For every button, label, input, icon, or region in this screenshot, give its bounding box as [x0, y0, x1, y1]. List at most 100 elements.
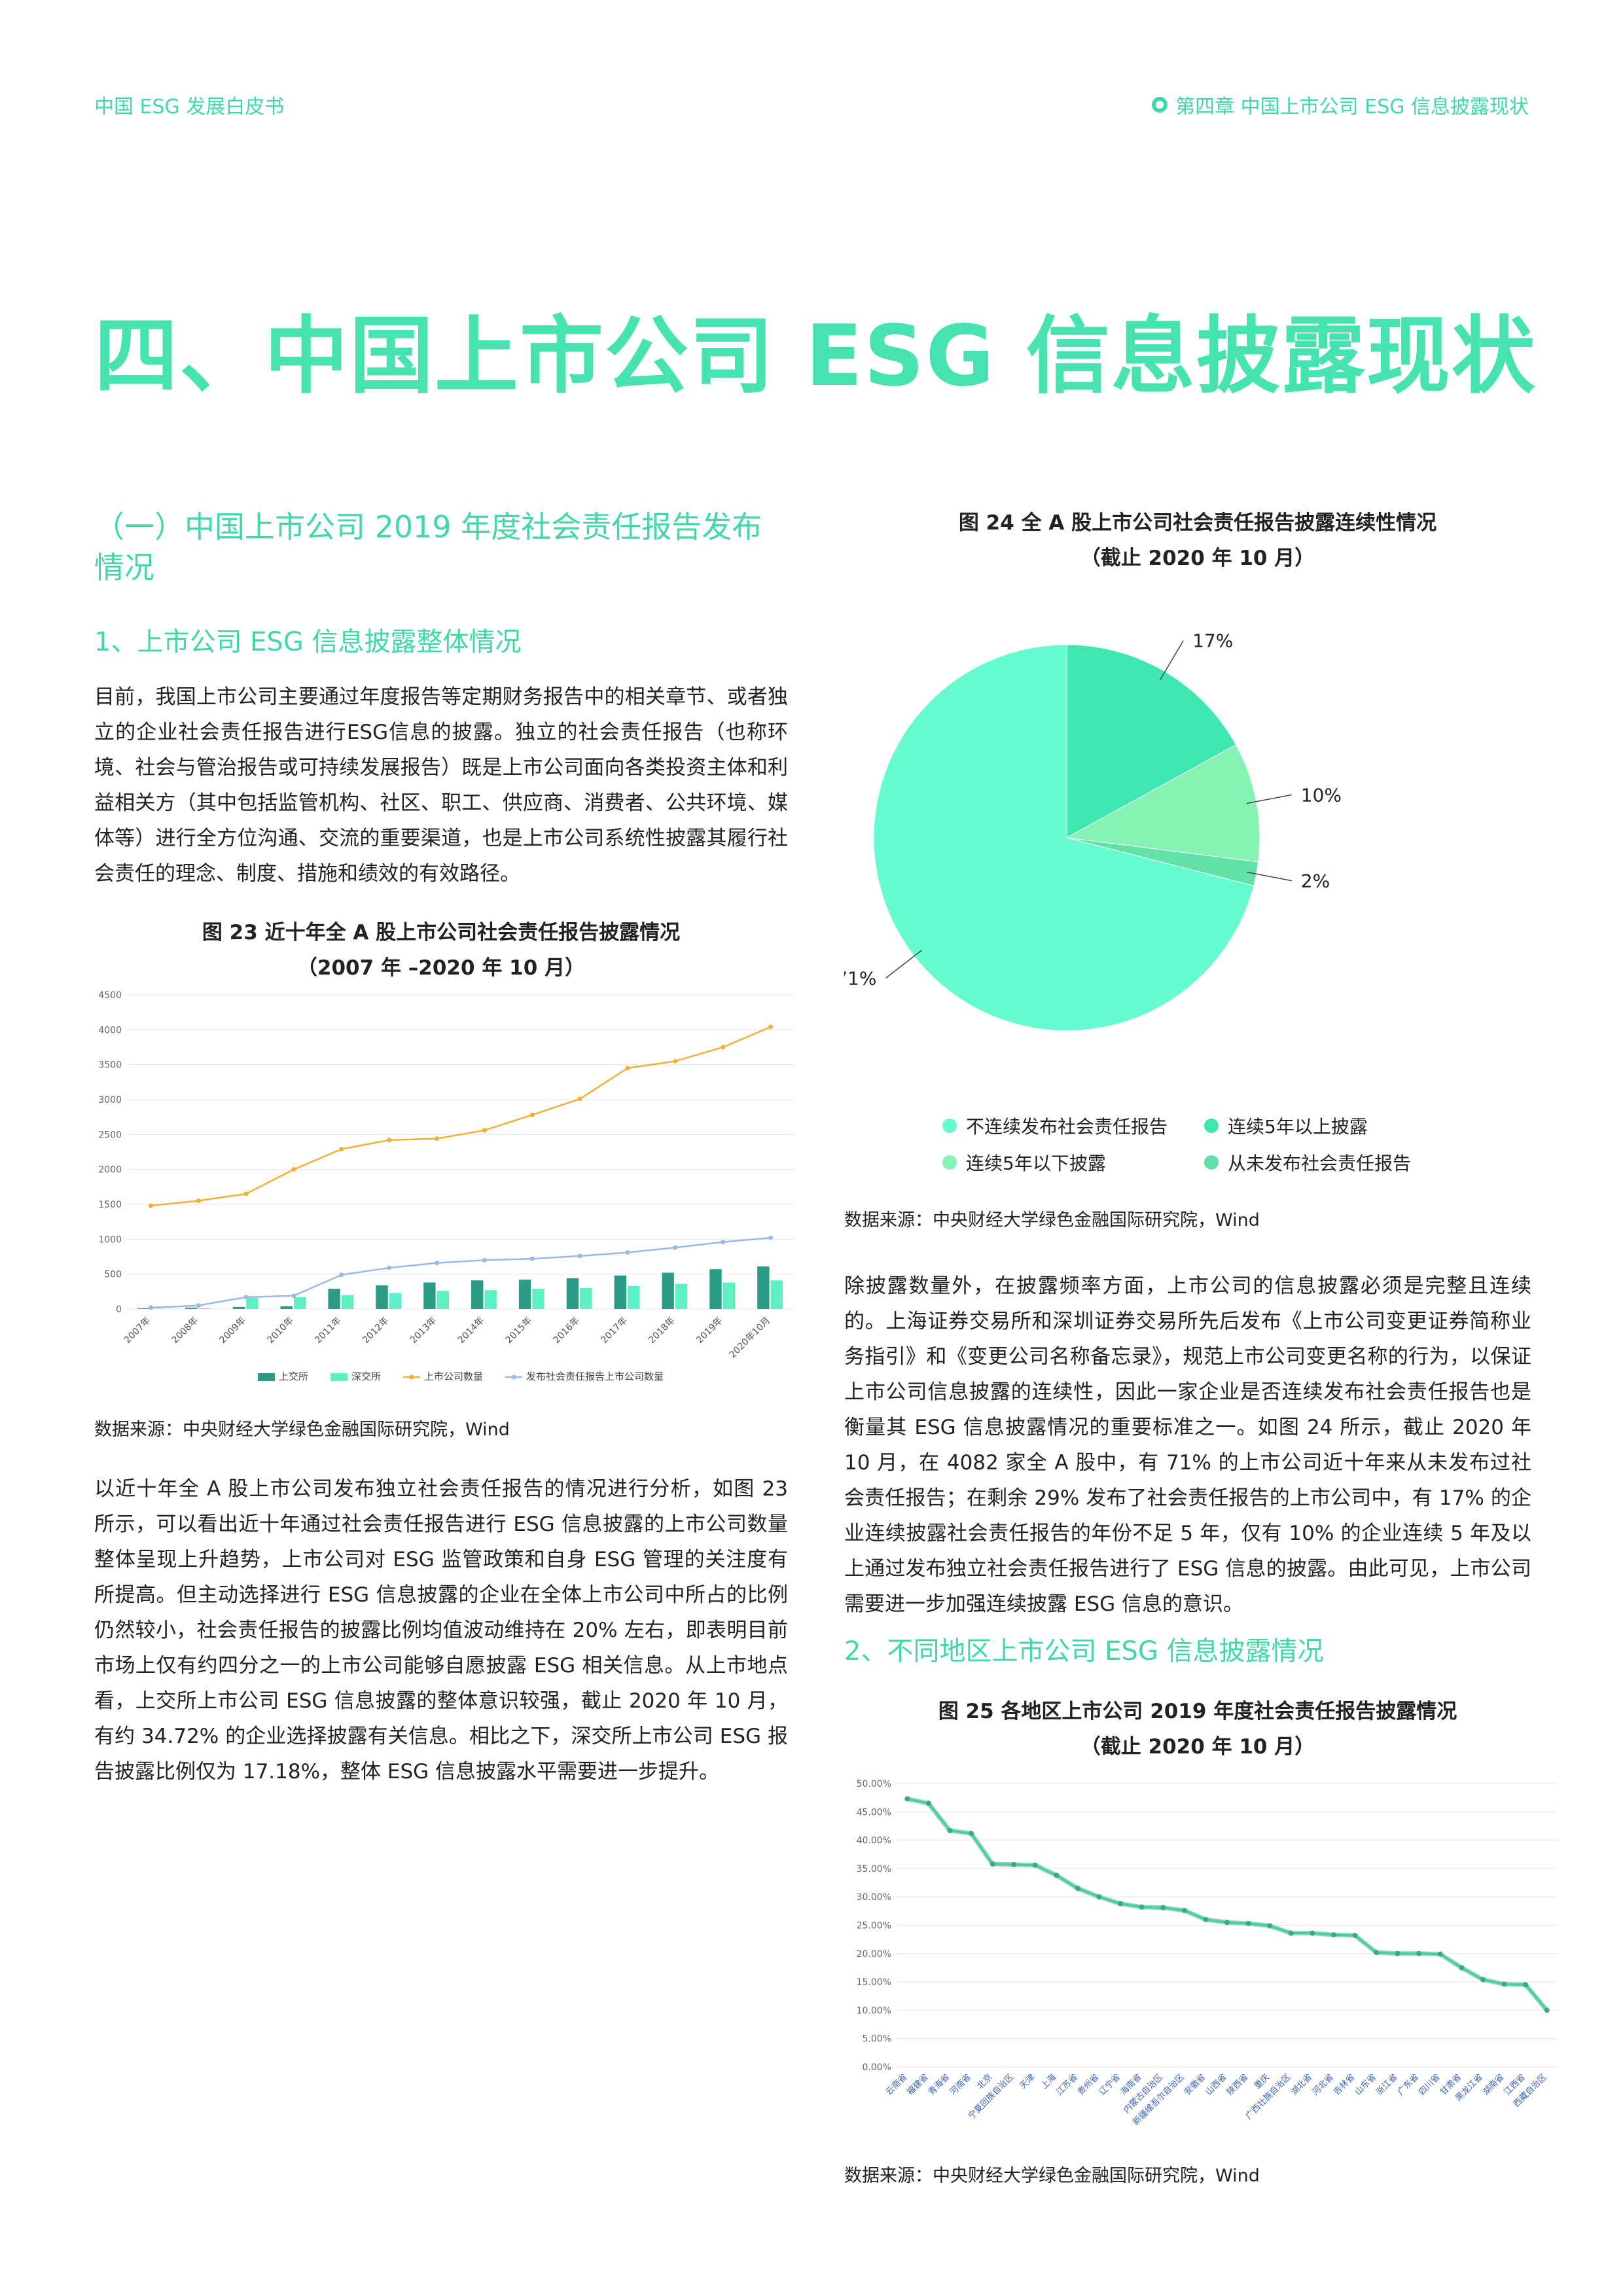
series-point	[1523, 1982, 1529, 1988]
pie-label: 10%	[1301, 784, 1342, 806]
x-tick-label: 2010年	[265, 1316, 295, 1346]
series-point	[625, 1066, 630, 1071]
legend-dot-icon	[942, 1155, 957, 1170]
pie-leader-line	[1246, 794, 1292, 804]
legend-swatch	[330, 1373, 348, 1381]
bar-sse	[662, 1272, 674, 1309]
series-point	[721, 1240, 726, 1245]
series-point	[1011, 1861, 1017, 1867]
y-tick-label: 0	[116, 1304, 122, 1315]
x-tick-label: 2019年	[694, 1316, 724, 1346]
series-point	[243, 1191, 249, 1196]
bar-szse	[294, 1297, 306, 1309]
bar-sse	[757, 1266, 770, 1309]
x-tick-label: 浙江省	[1374, 2072, 1399, 2097]
y-tick-label: 4500	[98, 990, 122, 1001]
series-point	[1352, 1933, 1358, 1939]
x-tick-label: 云南省	[883, 2072, 909, 2098]
legend-marker	[409, 1374, 414, 1380]
y-tick-label: 500	[104, 1270, 122, 1280]
series-point	[291, 1167, 296, 1172]
series-point	[1416, 1950, 1422, 1956]
pie-label: 17%	[1192, 630, 1233, 652]
bar-szse	[580, 1288, 592, 1309]
x-tick-label: 2012年	[361, 1316, 391, 1346]
bar-sse	[471, 1280, 484, 1309]
bar-szse	[341, 1295, 354, 1309]
legend-dot-icon	[942, 1119, 957, 1133]
series-point	[243, 1295, 249, 1300]
legend-item: 从未发布社会责任报告	[1204, 1149, 1466, 1175]
fig25-source: 数据来源：中央财经大学绿色金融国际研究院，Wind	[844, 2166, 1260, 2186]
y-tick-label: 15.00%	[857, 1977, 891, 1988]
bar-sse	[566, 1278, 579, 1309]
x-tick-label: 四川省	[1417, 2072, 1442, 2097]
fig23-caption: 图 23 近十年全 A 股上市公司社会责任报告披露情况 （2007 年 –202…	[94, 915, 788, 986]
x-tick-label: 湖北省	[1289, 2072, 1314, 2097]
y-tick-label: 25.00%	[857, 1921, 891, 1931]
y-tick-label: 1500	[98, 1200, 122, 1210]
series-point	[1330, 1932, 1336, 1938]
legend-label: 从未发布社会责任报告	[1228, 1153, 1412, 1174]
bar-szse	[628, 1285, 640, 1309]
y-tick-label: 20.00%	[857, 1949, 891, 1960]
series-line	[151, 1236, 771, 1309]
y-tick-label: 30.00%	[857, 1892, 891, 1903]
y-tick-label: 0.00%	[863, 2062, 891, 2073]
series-point	[1032, 1862, 1038, 1868]
legend-swatch	[258, 1373, 275, 1381]
series-point	[1395, 1950, 1400, 1956]
series-point	[482, 1257, 487, 1263]
x-tick-label: 青海省	[927, 2072, 952, 2097]
series-line-halo	[906, 1796, 1549, 2012]
chapter-ring-icon	[1152, 97, 1168, 113]
legend-label: 上市公司数量	[424, 1371, 483, 1382]
series-point	[339, 1147, 344, 1152]
series-point	[1181, 1907, 1187, 1913]
series-point	[1096, 1894, 1102, 1900]
legend-item: 连续5年以下披露	[942, 1149, 1204, 1175]
page-title: 四、中国上市公司 ESG 信息披露现状	[94, 308, 1537, 405]
series-point	[529, 1256, 535, 1261]
x-tick-label: 辽宁省	[1097, 2072, 1122, 2098]
x-tick-label: 陕西省	[1225, 2072, 1250, 2097]
legend-label: 发布社会责任报告上市公司数量	[526, 1371, 664, 1382]
legend-label: 连续5年以下披露	[966, 1153, 1106, 1174]
fig24-caption-line2: （截止 2020 年 10 月）	[1080, 547, 1315, 570]
x-tick-label: 山东省	[1353, 2072, 1378, 2097]
series-point	[904, 1796, 910, 1802]
x-tick-label: 河南省	[948, 2072, 973, 2098]
y-tick-label: 2500	[98, 1130, 122, 1140]
series-point	[1245, 1920, 1251, 1926]
y-tick-label: 10.00%	[857, 2005, 891, 2016]
fig23-chart: 0 500 1000 1500 2000 2500 3000 3500 4000 4500 2007…	[98, 990, 794, 1382]
y-tick-label: 3500	[98, 1060, 122, 1071]
series-point	[435, 1261, 440, 1266]
x-tick-label: 山西省	[1204, 2072, 1229, 2097]
legend-label: 上交所	[279, 1371, 308, 1382]
bar-sse	[376, 1285, 388, 1309]
bar-sse	[518, 1280, 531, 1309]
legend-dot-icon	[1204, 1155, 1219, 1170]
y-tick-label: 45.00%	[857, 1807, 891, 1818]
series-point	[768, 1235, 774, 1240]
legend-label: 不连续发布社会责任报告	[966, 1116, 1168, 1138]
bar-sse	[137, 1308, 150, 1309]
pie-leader-line	[1246, 871, 1292, 882]
x-tick-label: 湖南省	[1480, 2072, 1506, 2098]
series-line	[906, 1797, 1548, 2011]
bar-sse	[185, 1307, 198, 1309]
series-point	[969, 1831, 974, 1837]
bar-sse	[328, 1289, 340, 1309]
paragraph-1: 目前，我国上市公司主要通过年度报告等定期财务报告中的相关章节、或者独立的企业社会…	[94, 685, 788, 886]
bar-szse	[722, 1282, 736, 1309]
series-point	[1501, 1981, 1507, 1987]
y-tick-label: 35.00%	[857, 1864, 891, 1874]
bar-szse	[198, 1308, 211, 1309]
y-tick-label: 3000	[98, 1095, 122, 1105]
series-point	[435, 1136, 440, 1141]
paragraph-3: 除披露数量外，在披露频率方面，上市公司的信息披露必须是完整且连续的。上海证券交易…	[844, 1274, 1531, 1616]
bar-szse	[675, 1283, 688, 1309]
series-point	[1459, 1965, 1465, 1971]
legend-marker	[511, 1374, 516, 1380]
